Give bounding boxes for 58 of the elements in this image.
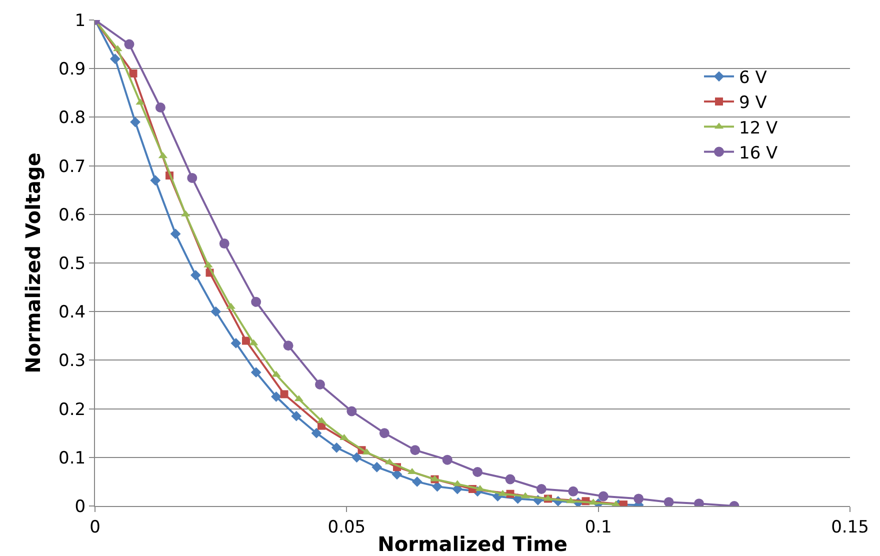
point bbox=[124, 39, 134, 50]
point bbox=[187, 172, 198, 183]
point bbox=[568, 486, 578, 496]
point bbox=[250, 367, 262, 378]
point bbox=[280, 390, 288, 398]
point bbox=[129, 69, 138, 78]
x-tick-label: 0 bbox=[90, 517, 100, 538]
y-tick-label: 0.4 bbox=[58, 302, 86, 323]
x-axis-title: Normalized Time bbox=[378, 532, 568, 556]
point bbox=[352, 452, 362, 463]
point bbox=[634, 494, 644, 504]
point bbox=[346, 406, 357, 416]
point bbox=[410, 445, 420, 456]
point bbox=[271, 391, 282, 402]
point bbox=[230, 338, 242, 348]
y-tick-label: 0.6 bbox=[58, 205, 86, 226]
point bbox=[291, 410, 302, 422]
x-tick-label: 0.15 bbox=[831, 517, 869, 538]
point bbox=[412, 476, 422, 487]
point bbox=[170, 228, 181, 240]
legend-label: 12 V bbox=[739, 118, 778, 138]
point bbox=[130, 116, 140, 128]
point bbox=[598, 491, 608, 502]
point bbox=[242, 336, 250, 345]
point bbox=[251, 296, 262, 307]
y-tick-label: 0.8 bbox=[58, 108, 86, 128]
point bbox=[331, 442, 342, 453]
y-axis-title: Normalized Voltage bbox=[21, 152, 46, 374]
point bbox=[372, 462, 382, 472]
y-tick-label: 0.3 bbox=[58, 351, 86, 372]
legend-label: 16 V bbox=[739, 143, 778, 164]
point bbox=[472, 466, 483, 477]
y-tick-label: 0.1 bbox=[58, 448, 86, 468]
point bbox=[283, 340, 294, 351]
legend-label: 6 V bbox=[739, 68, 768, 88]
point bbox=[311, 428, 322, 438]
point bbox=[150, 175, 161, 186]
y-tick-label: 0.2 bbox=[58, 400, 86, 420]
y-tick-label: 0 bbox=[74, 496, 86, 517]
point bbox=[379, 428, 390, 438]
y-tick-label: 0.9 bbox=[58, 60, 86, 80]
point bbox=[664, 497, 674, 506]
x-tick-label: 0.1 bbox=[584, 517, 612, 538]
point bbox=[219, 238, 230, 249]
point bbox=[432, 481, 442, 492]
point bbox=[210, 306, 221, 317]
point bbox=[110, 54, 120, 64]
point bbox=[190, 270, 201, 280]
y-tick-label: 1 bbox=[74, 10, 86, 31]
point bbox=[505, 474, 516, 484]
point bbox=[442, 454, 452, 465]
x-tick-label: 0.05 bbox=[328, 517, 366, 538]
point bbox=[155, 102, 166, 112]
legend-label: 9 V bbox=[739, 93, 768, 114]
point bbox=[536, 484, 546, 494]
point bbox=[314, 380, 325, 390]
y-tick-label: 0.5 bbox=[58, 254, 86, 274]
y-tick-label: 0.7 bbox=[58, 156, 86, 177]
